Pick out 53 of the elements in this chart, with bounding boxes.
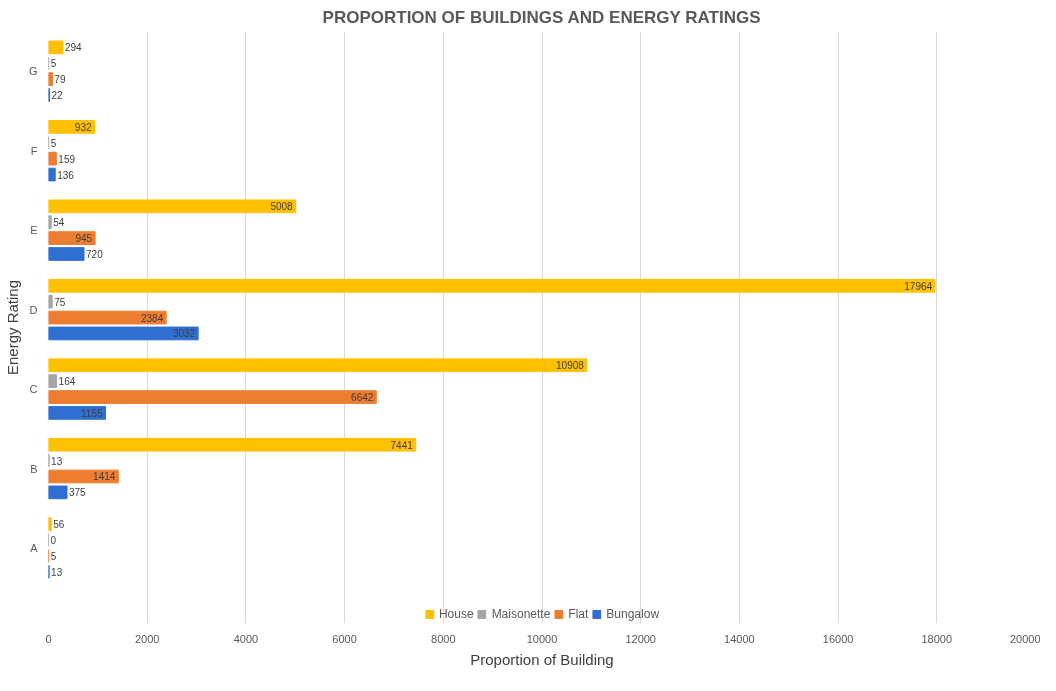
y-tick-label: G bbox=[28, 65, 38, 78]
y-axis-title: Energy Rating bbox=[3, 279, 21, 376]
data-label: 0 bbox=[50, 535, 57, 547]
data-label: 5 bbox=[50, 58, 57, 70]
data-label: 294 bbox=[64, 42, 83, 54]
y-tick-label: C bbox=[29, 383, 38, 396]
x-tick-label: 8000 bbox=[431, 632, 456, 645]
data-label: 5 bbox=[50, 137, 57, 149]
legend-label: Maisonette bbox=[491, 607, 551, 621]
y-tick-label: E bbox=[30, 224, 38, 237]
data-label: 17964 bbox=[904, 280, 933, 292]
data-label: 56 bbox=[53, 519, 65, 531]
data-label: 79 bbox=[54, 74, 66, 86]
y-tick-label: F bbox=[30, 144, 38, 157]
x-tick-label: 2000 bbox=[134, 632, 160, 645]
legend-label: Flat bbox=[568, 607, 589, 621]
x-tick-label: 18000 bbox=[921, 632, 953, 645]
data-label: 10908 bbox=[556, 360, 585, 372]
data-label: 1414 bbox=[93, 471, 116, 483]
data-label: 13 bbox=[51, 566, 63, 578]
data-label: 720 bbox=[86, 249, 104, 260]
data-label: 136 bbox=[57, 169, 75, 181]
data-label: 7441 bbox=[390, 439, 414, 451]
data-label: 375 bbox=[68, 487, 87, 499]
x-axis-title: Proportion of Building bbox=[470, 650, 614, 668]
x-tick-label: 10000 bbox=[526, 632, 558, 645]
data-label: 2384 bbox=[140, 312, 164, 324]
data-label: 13 bbox=[51, 455, 63, 467]
x-tick-label: 6000 bbox=[332, 632, 357, 645]
data-label: 3032 bbox=[172, 328, 196, 340]
chart-title: PROPORTION OF BUILDINGS AND ENERGY RATINGS bbox=[322, 7, 761, 27]
x-tick-label: 4000 bbox=[233, 632, 259, 645]
x-tick-label: 14000 bbox=[724, 632, 755, 645]
data-label: 159 bbox=[58, 153, 76, 165]
data-label: 75 bbox=[54, 296, 66, 308]
data-label: 1155 bbox=[81, 407, 103, 419]
data-label: 22 bbox=[51, 90, 64, 102]
data-label: 54 bbox=[53, 217, 65, 229]
data-label: 6642 bbox=[351, 392, 374, 404]
legend-label: Bungalow bbox=[606, 607, 660, 621]
x-tick-label: 12000 bbox=[625, 632, 656, 645]
y-tick-label: D bbox=[29, 303, 38, 316]
legend-label: House bbox=[438, 607, 474, 621]
data-label: 164 bbox=[58, 376, 76, 388]
x-tick-label: 20000 bbox=[1009, 632, 1041, 645]
data-label: 5 bbox=[50, 550, 57, 562]
x-tick-label: 16000 bbox=[822, 632, 854, 645]
data-label: 932 bbox=[74, 121, 92, 133]
y-tick-label: B bbox=[30, 462, 38, 475]
data-label: 5008 bbox=[270, 201, 294, 213]
data-label: 945 bbox=[75, 233, 93, 245]
y-tick-label: A bbox=[30, 542, 39, 555]
x-tick-label: 0 bbox=[45, 632, 52, 645]
